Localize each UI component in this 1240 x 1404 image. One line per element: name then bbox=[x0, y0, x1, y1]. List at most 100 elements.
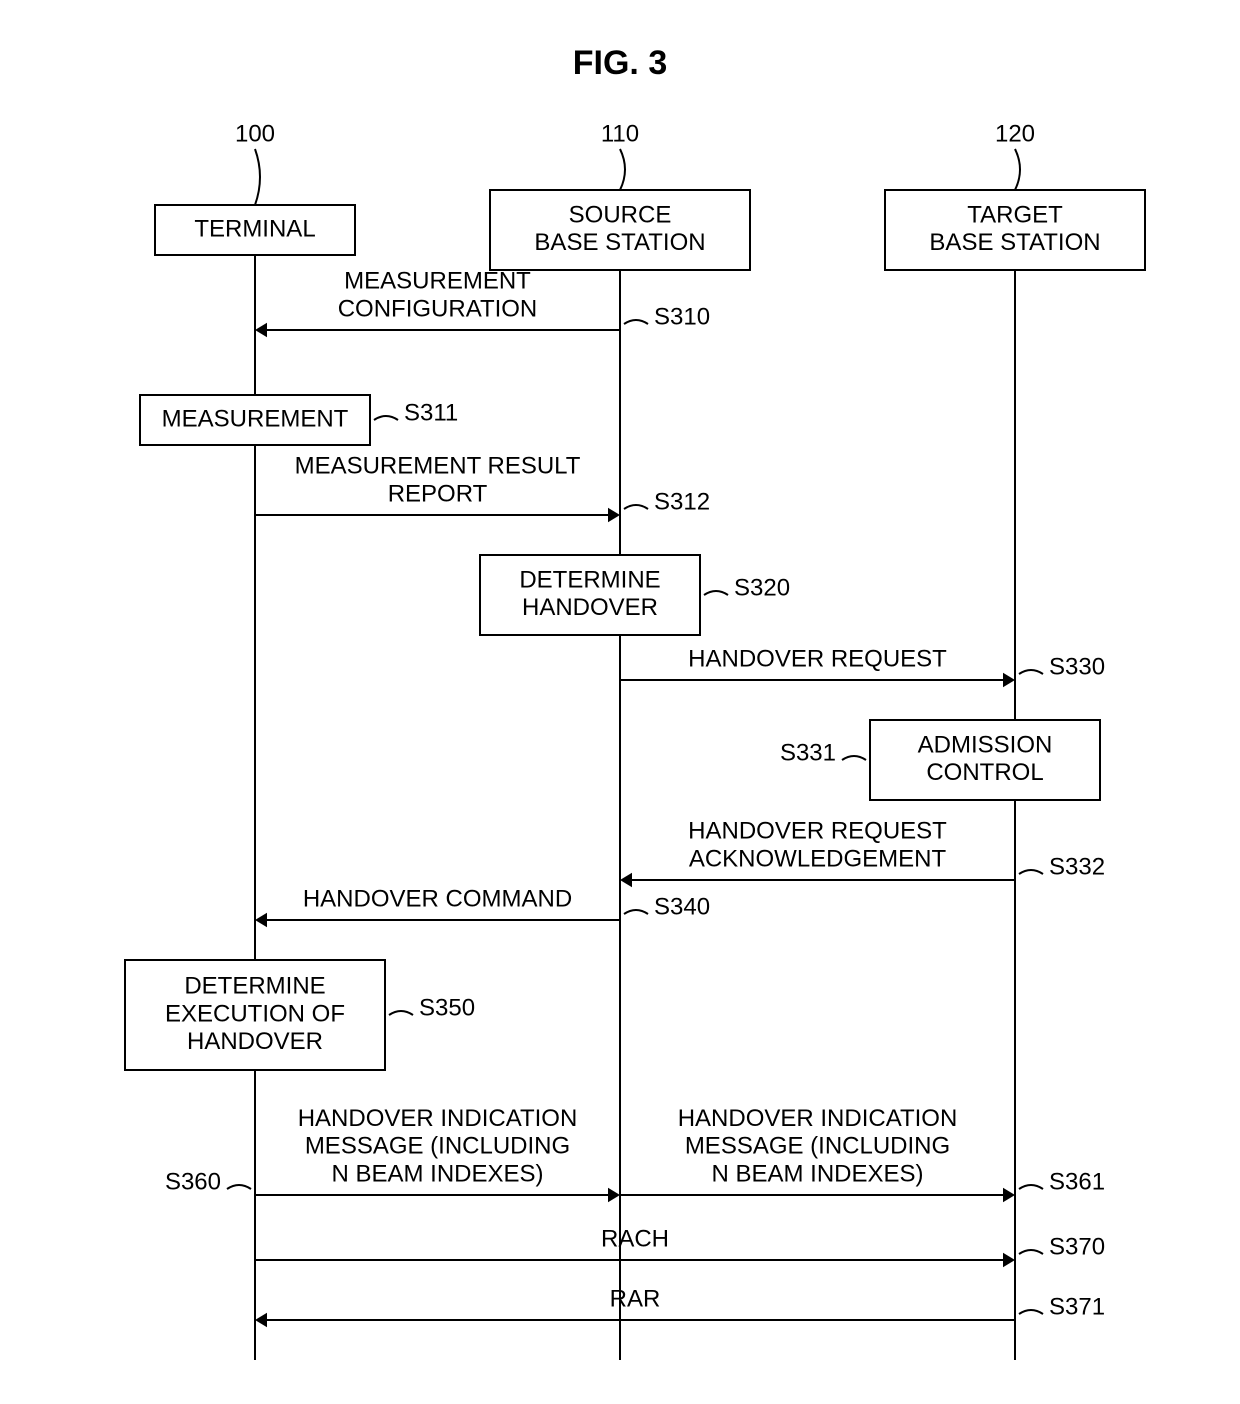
actor-id: 120 bbox=[995, 120, 1035, 147]
step-label: S320 bbox=[734, 574, 790, 601]
step-leader bbox=[704, 591, 728, 595]
step-label: S330 bbox=[1049, 653, 1105, 680]
svg-text:MEASUREMENT: MEASUREMENT bbox=[162, 405, 349, 432]
step-label: S332 bbox=[1049, 853, 1105, 880]
arrow-head bbox=[255, 1313, 267, 1327]
svg-text:N BEAM INDEXES): N BEAM INDEXES) bbox=[331, 1160, 543, 1187]
message-label: HANDOVER INDICATIONMESSAGE (INCLUDINGN B… bbox=[298, 1105, 578, 1187]
step-leader bbox=[1019, 870, 1043, 874]
step-leader bbox=[227, 1185, 251, 1189]
message-label: HANDOVER REQUESTACKNOWLEDGEMENT bbox=[688, 818, 947, 873]
step-leader bbox=[374, 416, 398, 420]
svg-text:DETERMINE: DETERMINE bbox=[519, 567, 660, 594]
message-label: HANDOVER INDICATIONMESSAGE (INCLUDINGN B… bbox=[678, 1105, 958, 1187]
arrow-head bbox=[255, 323, 267, 337]
message-label: RACH bbox=[601, 1225, 669, 1252]
process-label: MEASUREMENT bbox=[162, 405, 349, 432]
step-label: S311 bbox=[404, 399, 458, 426]
step-label: S370 bbox=[1049, 1233, 1105, 1260]
arrow-head bbox=[1003, 1188, 1015, 1202]
process-label: DETERMINEHANDOVER bbox=[519, 567, 660, 622]
svg-text:EXECUTION OF: EXECUTION OF bbox=[165, 1000, 345, 1027]
svg-text:TERMINAL: TERMINAL bbox=[194, 215, 315, 242]
svg-text:120: 120 bbox=[995, 120, 1035, 147]
svg-text:100: 100 bbox=[235, 120, 275, 147]
svg-text:S312: S312 bbox=[654, 488, 710, 515]
svg-text:HANDOVER COMMAND: HANDOVER COMMAND bbox=[303, 885, 572, 912]
svg-text:S360: S360 bbox=[165, 1168, 221, 1195]
svg-text:REPORT: REPORT bbox=[388, 480, 488, 507]
svg-text:FIG. 3: FIG. 3 bbox=[573, 44, 667, 82]
leader-line bbox=[620, 149, 625, 190]
svg-text:ACKNOWLEDGEMENT: ACKNOWLEDGEMENT bbox=[689, 845, 947, 872]
svg-text:N BEAM INDEXES): N BEAM INDEXES) bbox=[711, 1160, 923, 1187]
step-leader bbox=[624, 320, 648, 324]
step-leader bbox=[1019, 670, 1043, 674]
message-label: HANDOVER REQUEST bbox=[688, 645, 947, 672]
actor-id: 110 bbox=[601, 120, 639, 147]
svg-text:HANDOVER: HANDOVER bbox=[522, 594, 658, 621]
svg-text:110: 110 bbox=[601, 120, 639, 147]
step-label: S350 bbox=[419, 994, 475, 1021]
svg-text:HANDOVER INDICATION: HANDOVER INDICATION bbox=[298, 1105, 578, 1132]
arrow-head bbox=[620, 873, 632, 887]
svg-text:HANDOVER INDICATION: HANDOVER INDICATION bbox=[678, 1105, 958, 1132]
svg-text:MESSAGE (INCLUDING: MESSAGE (INCLUDING bbox=[305, 1133, 570, 1160]
svg-text:S311: S311 bbox=[404, 399, 458, 426]
step-label: S371 bbox=[1049, 1293, 1105, 1320]
message-label: HANDOVER COMMAND bbox=[303, 885, 572, 912]
step-leader bbox=[842, 756, 866, 760]
svg-text:BASE STATION: BASE STATION bbox=[929, 229, 1100, 256]
message-label: MEASUREMENTCONFIGURATION bbox=[338, 268, 538, 323]
step-leader bbox=[389, 1011, 413, 1015]
arrow-head bbox=[255, 913, 267, 927]
svg-text:S371: S371 bbox=[1049, 1293, 1105, 1320]
svg-text:CONTROL: CONTROL bbox=[926, 759, 1043, 786]
arrow-head bbox=[1003, 1253, 1015, 1267]
svg-text:HANDOVER: HANDOVER bbox=[187, 1028, 323, 1055]
svg-text:MEASUREMENT RESULT: MEASUREMENT RESULT bbox=[295, 453, 581, 480]
svg-text:SOURCE: SOURCE bbox=[569, 202, 672, 229]
svg-text:S310: S310 bbox=[654, 303, 710, 330]
sequence-diagram: FIG. 3100TERMINAL110SOURCEBASE STATION12… bbox=[0, 0, 1240, 1404]
arrow-head bbox=[608, 1188, 620, 1202]
step-leader bbox=[1019, 1185, 1043, 1189]
figure-title: FIG. 3 bbox=[573, 44, 667, 82]
svg-text:MEASUREMENT: MEASUREMENT bbox=[344, 268, 531, 295]
step-label: S310 bbox=[654, 303, 710, 330]
svg-text:S340: S340 bbox=[654, 893, 710, 920]
step-label: S361 bbox=[1049, 1168, 1105, 1195]
svg-text:S331: S331 bbox=[780, 739, 836, 766]
svg-text:RAR: RAR bbox=[610, 1285, 661, 1312]
svg-text:S320: S320 bbox=[734, 574, 790, 601]
step-leader bbox=[1019, 1310, 1043, 1314]
svg-text:TARGET: TARGET bbox=[967, 202, 1063, 229]
step-leader bbox=[624, 910, 648, 914]
arrow-head bbox=[608, 508, 620, 522]
svg-text:CONFIGURATION: CONFIGURATION bbox=[338, 295, 538, 322]
process-label: ADMISSIONCONTROL bbox=[918, 732, 1053, 787]
step-label: S360 bbox=[165, 1168, 221, 1195]
svg-text:S330: S330 bbox=[1049, 653, 1105, 680]
svg-text:MESSAGE (INCLUDING: MESSAGE (INCLUDING bbox=[685, 1133, 950, 1160]
step-leader bbox=[1019, 1250, 1043, 1254]
svg-text:HANDOVER REQUEST: HANDOVER REQUEST bbox=[688, 645, 947, 672]
svg-text:S361: S361 bbox=[1049, 1168, 1105, 1195]
svg-text:RACH: RACH bbox=[601, 1225, 669, 1252]
svg-text:DETERMINE: DETERMINE bbox=[184, 973, 325, 1000]
svg-text:ADMISSION: ADMISSION bbox=[918, 732, 1053, 759]
svg-text:BASE STATION: BASE STATION bbox=[534, 229, 705, 256]
actor-label: TERMINAL bbox=[194, 215, 315, 242]
actor-id: 100 bbox=[235, 120, 275, 147]
svg-text:S370: S370 bbox=[1049, 1233, 1105, 1260]
step-leader bbox=[624, 505, 648, 509]
process-label: DETERMINEEXECUTION OFHANDOVER bbox=[165, 973, 345, 1055]
arrow-head bbox=[1003, 673, 1015, 687]
step-label: S340 bbox=[654, 893, 710, 920]
step-label: S331 bbox=[780, 739, 836, 766]
message-label: RAR bbox=[610, 1285, 661, 1312]
svg-text:S332: S332 bbox=[1049, 853, 1105, 880]
leader-line bbox=[1015, 149, 1020, 190]
step-label: S312 bbox=[654, 488, 710, 515]
message-label: MEASUREMENT RESULTREPORT bbox=[295, 453, 581, 508]
